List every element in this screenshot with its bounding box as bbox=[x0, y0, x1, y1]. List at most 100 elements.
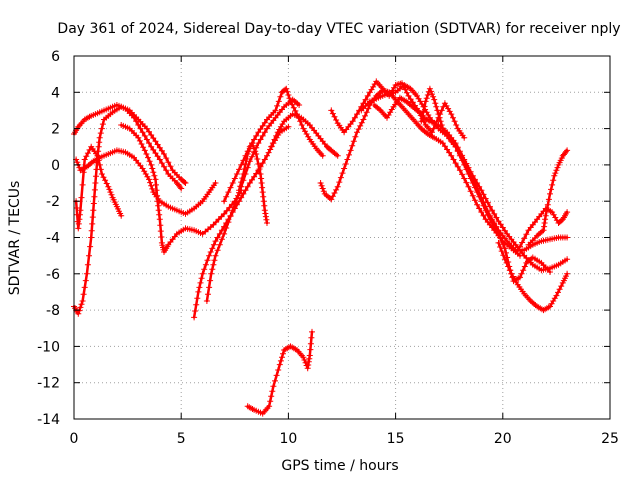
data-point-marker bbox=[270, 383, 277, 390]
data-point-marker bbox=[441, 143, 448, 150]
data-point-marker bbox=[344, 156, 351, 163]
data-point-marker bbox=[216, 241, 223, 248]
data-point-marker bbox=[542, 216, 549, 223]
data-point-marker bbox=[456, 152, 463, 159]
data-point-marker bbox=[519, 239, 526, 246]
data-point-marker bbox=[211, 257, 218, 264]
data-point-marker bbox=[191, 314, 198, 321]
data-point-marker bbox=[430, 125, 437, 132]
data-point-marker bbox=[97, 166, 104, 173]
data-point-marker bbox=[204, 257, 211, 264]
data-point-marker bbox=[218, 213, 225, 220]
data-point-marker bbox=[238, 194, 245, 201]
data-point-marker bbox=[307, 340, 314, 347]
data-point-marker bbox=[505, 263, 512, 270]
data-point-marker bbox=[210, 261, 217, 268]
data-point-marker bbox=[426, 85, 433, 92]
data-point-marker bbox=[156, 156, 163, 163]
data-point-marker bbox=[154, 198, 161, 205]
series-track-16 bbox=[418, 85, 553, 285]
data-point-marker bbox=[236, 187, 243, 194]
data-point-marker bbox=[452, 160, 459, 167]
data-point-marker bbox=[143, 136, 150, 143]
data-point-marker bbox=[98, 125, 105, 132]
data-point-marker bbox=[465, 183, 472, 190]
data-point-marker bbox=[77, 207, 84, 214]
data-point-marker bbox=[151, 172, 158, 179]
data-point-marker bbox=[242, 161, 249, 167]
data-point-marker bbox=[491, 223, 498, 230]
data-point-marker bbox=[229, 180, 236, 186]
data-point-marker bbox=[501, 256, 508, 263]
data-point-marker bbox=[263, 216, 270, 223]
data-point-marker bbox=[275, 367, 282, 373]
data-point-marker bbox=[467, 188, 474, 195]
x-tick-label: 15 bbox=[387, 431, 405, 447]
data-point-marker bbox=[256, 166, 263, 172]
data-point-marker bbox=[342, 161, 349, 167]
data-point-marker bbox=[153, 181, 159, 188]
data-point-marker bbox=[80, 169, 87, 176]
data-point-marker bbox=[428, 88, 434, 95]
data-point-marker bbox=[431, 96, 438, 103]
data-point-marker bbox=[195, 288, 202, 295]
data-point-marker bbox=[300, 354, 307, 361]
data-point-marker bbox=[255, 161, 262, 167]
data-point-marker bbox=[437, 118, 444, 125]
data-point-marker bbox=[106, 186, 113, 193]
data-point-marker bbox=[495, 218, 502, 225]
data-point-marker bbox=[467, 175, 474, 182]
data-point-marker bbox=[148, 132, 155, 138]
data-point-marker bbox=[498, 248, 505, 255]
data-point-marker bbox=[147, 179, 154, 186]
data-point-marker bbox=[205, 291, 211, 298]
data-point-marker bbox=[223, 207, 230, 214]
data-point-marker bbox=[273, 132, 280, 139]
data-point-marker bbox=[96, 134, 103, 141]
data-point-marker bbox=[86, 252, 92, 259]
data-point-marker bbox=[495, 230, 502, 237]
data-point-marker bbox=[91, 193, 98, 200]
data-point-marker bbox=[75, 310, 82, 317]
data-point-marker bbox=[306, 352, 313, 359]
data-point-marker bbox=[88, 227, 95, 234]
data-point-marker bbox=[430, 93, 437, 100]
data-point-marker bbox=[148, 182, 155, 189]
data-point-marker bbox=[482, 195, 489, 202]
data-point-marker bbox=[354, 111, 360, 118]
data-point-marker bbox=[403, 89, 410, 96]
data-point-marker bbox=[259, 132, 266, 139]
data-point-marker bbox=[272, 377, 278, 384]
data-point-marker bbox=[491, 210, 498, 217]
data-point-marker bbox=[484, 211, 491, 218]
data-point-marker bbox=[418, 118, 425, 125]
data-point-marker bbox=[552, 170, 559, 177]
data-point-marker bbox=[290, 104, 297, 111]
data-point-marker bbox=[461, 161, 468, 168]
data-point-marker bbox=[564, 256, 571, 263]
data-point-marker bbox=[118, 212, 125, 219]
data-point-marker bbox=[207, 277, 214, 284]
data-point-marker bbox=[84, 150, 91, 157]
data-point-marker bbox=[249, 153, 255, 160]
ticks-layer: 0 5 10 15 20 25 -14 -12 -10 -8 -6 -4 -2 0 2 4 6 bbox=[37, 49, 619, 447]
data-point-marker bbox=[135, 122, 142, 128]
y-tick-label: -4 bbox=[46, 231, 60, 247]
data-point-marker bbox=[229, 207, 236, 214]
data-point-marker bbox=[161, 163, 167, 170]
data-point-marker bbox=[97, 130, 104, 137]
data-point-marker bbox=[553, 167, 560, 174]
data-point-marker bbox=[271, 136, 278, 143]
data-point-marker bbox=[454, 148, 461, 155]
data-point-marker bbox=[358, 119, 365, 126]
data-point-marker bbox=[268, 143, 275, 150]
data-point-marker bbox=[83, 270, 90, 277]
data-point-marker bbox=[261, 119, 268, 126]
data-point-marker bbox=[292, 107, 299, 114]
data-point-marker bbox=[273, 372, 280, 379]
data-point-marker bbox=[446, 149, 453, 156]
data-point-marker bbox=[498, 238, 505, 245]
data-point-marker bbox=[241, 166, 248, 172]
data-point-marker bbox=[146, 128, 152, 135]
data-point-marker bbox=[105, 183, 112, 190]
